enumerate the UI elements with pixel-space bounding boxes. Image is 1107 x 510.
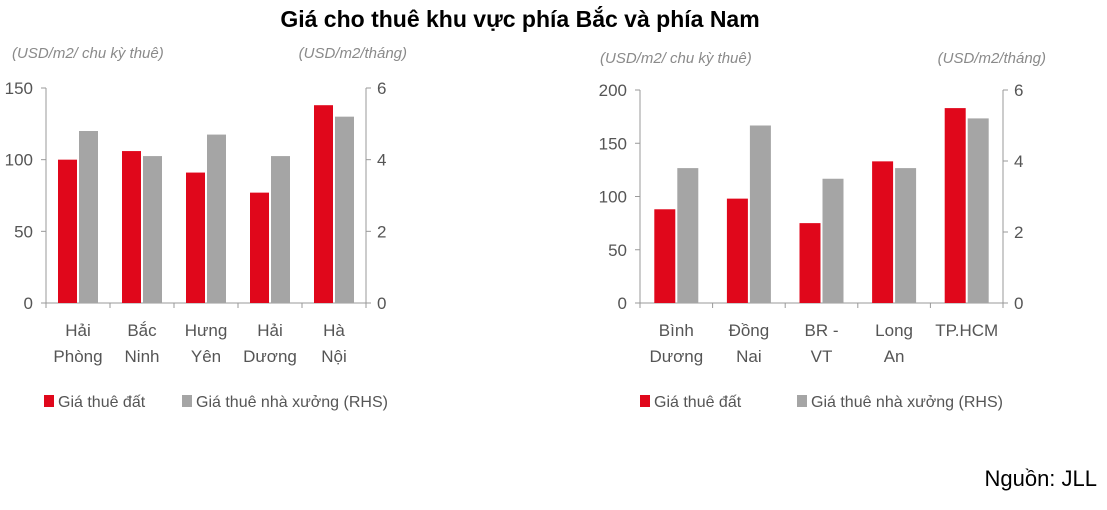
left-tick-label: 100 [599, 188, 627, 207]
chart-title: Giá cho thuê khu vực phía Bắc và phía Na… [280, 6, 760, 32]
bar-land [58, 159, 77, 303]
bar-factory [822, 178, 844, 303]
left-tick-label: 100 [5, 151, 33, 170]
bar-land [186, 172, 205, 303]
x-category-label: Nai [736, 347, 762, 366]
left-axis-label: (USD/m2/ chu kỳ thuê) [600, 50, 752, 67]
x-category-label: Yên [191, 347, 221, 366]
bar-land [654, 209, 676, 303]
bar-land [122, 151, 141, 303]
left-tick-label: 50 [14, 222, 33, 241]
x-category-label: Phòng [53, 347, 102, 366]
legend-swatch [44, 395, 54, 407]
x-category-label: Hải [65, 321, 91, 340]
x-category-label: BR - [805, 321, 839, 340]
left-tick-label: 0 [618, 294, 627, 313]
x-category-label: Long [875, 321, 913, 340]
legend-swatch [640, 395, 650, 407]
bar-land [872, 161, 894, 303]
x-category-label: Bình [659, 321, 694, 340]
legend-label: Giá thuê nhà xưởng (RHS) [811, 394, 1003, 411]
bar-land [250, 192, 269, 303]
bar-land [314, 105, 333, 303]
right-tick-label: 2 [1014, 223, 1023, 242]
x-category-label: TP.HCM [935, 321, 998, 340]
left-tick-label: 200 [599, 81, 627, 100]
bar-land [726, 198, 748, 303]
right-tick-label: 0 [377, 294, 386, 313]
right-tick-label: 0 [1014, 294, 1023, 313]
source-note: Nguồn: JLL [984, 466, 1097, 491]
x-category-label: VT [811, 347, 833, 366]
bar-factory [677, 168, 699, 303]
legend-label: Giá thuê đất [58, 394, 146, 411]
bar-land [944, 108, 966, 303]
x-category-label: An [884, 347, 905, 366]
bar-factory [271, 156, 290, 303]
x-category-label: Đồng [729, 321, 770, 340]
right-tick-label: 2 [377, 222, 386, 241]
bar-factory [143, 156, 162, 303]
legend-label: Giá thuê đất [654, 394, 742, 411]
bar-factory [207, 134, 226, 303]
bar-factory [335, 116, 354, 304]
left-tick-label: 150 [599, 134, 627, 153]
x-category-label: Nội [321, 347, 347, 366]
left-axis-label: (USD/m2/ chu kỳ thuê) [12, 45, 164, 62]
chart-2: (USD/m2/ chu kỳ thuê) (USD/m2/tháng) 0 50 10… [599, 50, 1046, 411]
right-axis-label: (USD/m2/tháng) [299, 45, 407, 62]
left-tick-label: 0 [24, 294, 33, 313]
x-category-label: Hà [323, 321, 345, 340]
legend-swatch [182, 395, 192, 407]
right-tick-label: 4 [377, 151, 386, 170]
bar-land [799, 223, 821, 303]
bar-factory [895, 168, 917, 303]
bar-factory [749, 125, 771, 303]
x-category-label: Hưng [185, 321, 228, 340]
chart-1: (USD/m2/ chu kỳ thuê) (USD/m2/tháng) 0 50 10… [5, 45, 407, 411]
bar-factory [967, 118, 989, 304]
x-category-label: Dương [649, 347, 703, 366]
left-tick-label: 150 [5, 79, 33, 98]
x-category-label: Bắc [127, 321, 157, 340]
left-tick-label: 50 [608, 241, 627, 260]
legend-label: Giá thuê nhà xưởng (RHS) [196, 394, 388, 411]
legend-swatch [797, 395, 807, 407]
right-tick-label: 4 [1014, 152, 1023, 171]
x-category-label: Dương [243, 347, 297, 366]
x-category-label: Hải [257, 321, 283, 340]
bar-factory [79, 131, 98, 303]
right-tick-label: 6 [377, 79, 386, 98]
right-tick-label: 6 [1014, 81, 1023, 100]
right-axis-label: (USD/m2/tháng) [938, 50, 1046, 67]
x-category-label: Ninh [125, 347, 160, 366]
